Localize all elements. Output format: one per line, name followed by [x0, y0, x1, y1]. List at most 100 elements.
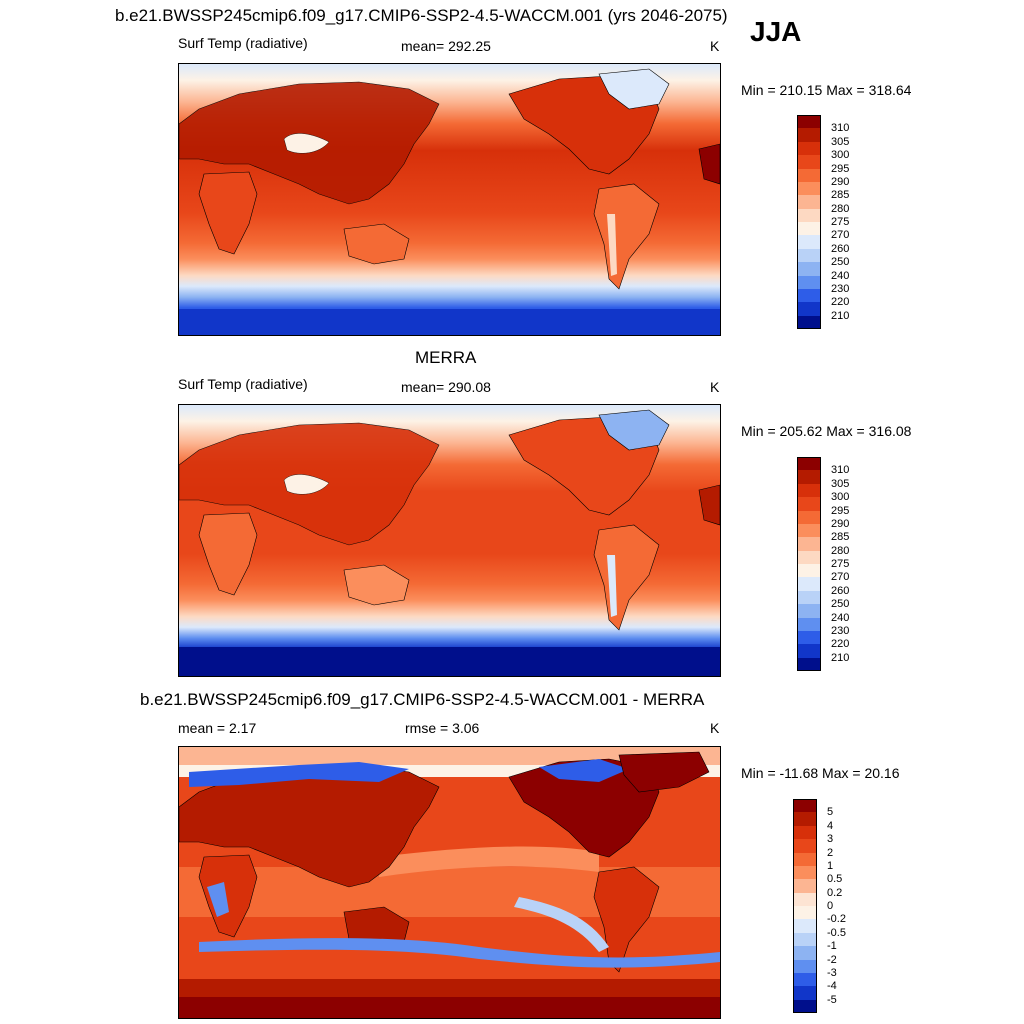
colorbar-label: 295 [831, 504, 850, 517]
panel-2-mean-label: mean= 290.08 [401, 379, 491, 395]
panel-3-rmse-label: rmse = 3.06 [405, 720, 480, 736]
panel-2-map [178, 404, 721, 677]
colorbar-swatch [797, 564, 821, 578]
colorbar-swatch [793, 825, 817, 840]
greenland-shape [618, 751, 710, 793]
colorbar-label: 270 [831, 229, 850, 242]
colorbar-label: -3 [827, 966, 837, 979]
colorbar-swatch [793, 946, 817, 960]
colorbar-swatch [797, 550, 821, 564]
surface-temperature-difference-map [179, 747, 720, 1018]
panel-1-map [178, 63, 721, 336]
colorbar-swatch [793, 932, 817, 947]
panel-1-minmax: Min = 210.15 Max = 318.64 [741, 82, 912, 98]
colorbar-swatch [797, 630, 821, 645]
africa-cold-shape [207, 882, 229, 917]
colorbar-label: -4 [827, 980, 837, 993]
colorbar-label: -0.2 [827, 913, 846, 926]
africa-shape [198, 171, 258, 255]
panel-3-colorbar: 5 4 3 2 1 0.5 0.2 0 -0.2 -0.5 -1 -2 -3 -4 -5 [793, 799, 873, 1013]
australia-shape [343, 223, 410, 265]
colorbar-label: 285 [831, 531, 850, 544]
panel-3-units: K [710, 720, 720, 736]
colorbar-swatch [797, 181, 821, 196]
colorbar-label: 275 [831, 216, 850, 228]
colorbar-swatch [797, 262, 821, 276]
colorbar-label: 250 [831, 598, 850, 611]
colorbar-label: 5 [827, 806, 834, 819]
africa-shape [198, 512, 258, 596]
colorbar-swatch [797, 168, 821, 182]
colorbar-label: 0.5 [827, 873, 843, 886]
colorbar-label: 210 [831, 651, 850, 664]
colorbar-label: -0.5 [827, 926, 846, 939]
colorbar-label: 250 [831, 256, 850, 269]
colorbar-swatch [797, 222, 821, 236]
panel-1-left-label: Surf Temp (radiative) [178, 35, 308, 51]
colorbar-swatch [797, 510, 821, 524]
panel-2-left-label: Surf Temp (radiative) [178, 376, 308, 392]
colorbar-swatch [793, 999, 817, 1013]
andes-shape [607, 214, 617, 276]
panel-2-minmax: Min = 205.62 Max = 316.08 [741, 423, 912, 439]
colorbar-label: 0.2 [827, 886, 843, 899]
panel-3-title: b.e21.BWSSP245cmip6.f09_g17.CMIP6-SSP2-4… [140, 690, 705, 709]
colorbar-swatch [797, 208, 821, 222]
south-america-shape [593, 866, 660, 973]
colorbar-label: 295 [831, 162, 850, 175]
colorbar-label: 290 [831, 175, 850, 188]
colorbar-swatch [797, 288, 821, 303]
colorbar-swatch [793, 892, 817, 906]
north-america-shape [508, 758, 660, 858]
colorbar-swatch [793, 919, 817, 933]
colorbar-swatch [793, 865, 817, 880]
colorbar-swatch [797, 302, 821, 316]
colorbar-label: -2 [827, 953, 837, 966]
colorbar-label: 275 [831, 558, 850, 570]
colorbar-swatch [797, 248, 821, 263]
colorbar-swatch [797, 195, 821, 209]
colorbar-label: 305 [831, 135, 850, 148]
colorbar-label: 270 [831, 571, 850, 584]
colorbar-label: 0 [827, 900, 834, 912]
colorbar-label: 210 [831, 309, 850, 322]
colorbar-label: 310 [831, 464, 850, 477]
colorbar-label: 220 [831, 296, 850, 309]
panel-1-mean-label: mean= 292.25 [401, 38, 491, 54]
colorbar-label: 260 [831, 584, 850, 597]
andes-shape [607, 555, 617, 617]
colorbar-swatch [797, 128, 821, 142]
colorbar-swatch [797, 604, 821, 618]
colorbar-label: 220 [831, 638, 850, 651]
australia-shape [343, 564, 410, 606]
colorbar-label: 305 [831, 477, 850, 490]
colorbar-label: 2 [827, 846, 834, 859]
colorbar-swatch [797, 470, 821, 484]
colorbar-swatch [793, 799, 817, 813]
colorbar-swatch [797, 644, 821, 658]
colorbar-label: 230 [831, 624, 850, 637]
colorbar-label: 300 [831, 491, 850, 504]
colorbar-swatch [797, 155, 821, 169]
colorbar-swatch [797, 617, 821, 631]
colorbar-swatch [797, 497, 821, 511]
colorbar-swatch [793, 812, 817, 826]
panel-1-title: b.e21.BWSSP245cmip6.f09_g17.CMIP6-SSP2-4… [115, 6, 728, 25]
panel-1-colorbar: 310 305 300 295 290 285 280 275 270 260 250 240 230 2… [797, 115, 877, 329]
colorbar-swatch [797, 657, 821, 671]
arctic-cold-shape [189, 762, 409, 787]
panel-2-colorbar: 310 305 300 295 290 285 280 275 270 260 250 240 230 2… [797, 457, 877, 671]
colorbar-swatch [793, 986, 817, 1000]
colorbar-swatch [797, 537, 821, 551]
panel-3-map [178, 746, 721, 1019]
season-label: JJA [750, 16, 802, 47]
colorbar-label: 3 [827, 833, 834, 846]
colorbar-swatch [797, 275, 821, 289]
greenland-shape [598, 68, 670, 110]
surface-temperature-merra-map [179, 405, 720, 676]
colorbar-label: -1 [827, 940, 837, 953]
panel-3-minmax: Min = -11.68 Max = 20.16 [741, 765, 900, 781]
colorbar-label: 4 [827, 819, 834, 832]
colorbar-label: 240 [831, 269, 850, 282]
canada-cold-shape [539, 759, 629, 782]
